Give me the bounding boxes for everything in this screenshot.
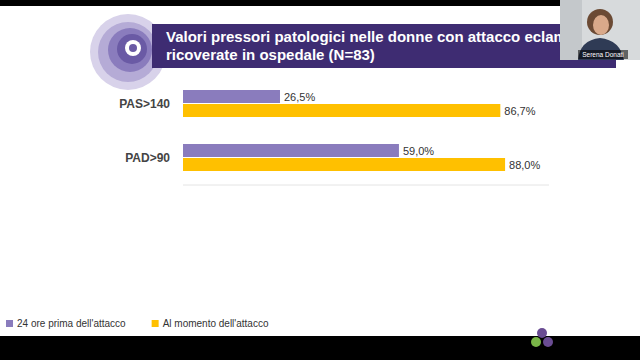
logo-ring <box>117 34 147 64</box>
data-label: 86,7% <box>504 105 535 117</box>
legend-label: Al momento dell'attacco <box>163 318 269 329</box>
frame <box>0 0 640 360</box>
labels: PAS>140 26,5% 86,7% PAD>90 59,0% 88,0% <box>119 91 540 171</box>
bars <box>183 90 505 171</box>
bar <box>183 144 399 157</box>
bar <box>183 90 280 103</box>
bar <box>183 158 505 171</box>
webcam-bg <box>560 0 640 60</box>
speaker-label: Serena Donati <box>582 51 624 58</box>
x-axis-line <box>183 185 549 186</box>
logo-ring <box>98 22 158 82</box>
data-label: 26,5% <box>284 91 315 103</box>
slide: Valori pressori patologici nelle donne c… <box>0 0 640 360</box>
title-band <box>152 24 616 68</box>
speaker-label-bg <box>578 50 628 59</box>
dot <box>531 337 541 347</box>
category-label: PAS>140 <box>119 97 170 111</box>
legend-label: 24 ore prima dell'attacco <box>17 318 126 329</box>
logo-ring <box>108 28 152 72</box>
legend-swatch <box>6 320 13 327</box>
webcam-body <box>578 38 624 60</box>
title-line: ricoverate in ospedale (N=83) <box>166 46 375 63</box>
category-label: PAD>90 <box>125 151 170 165</box>
webcam: Serena Donati <box>560 0 640 60</box>
logo-ring <box>129 44 137 52</box>
dot <box>537 328 547 338</box>
title: Valori pressori patologici nelle donne c… <box>166 28 603 63</box>
title-line: Valori pressori patologici nelle donne c… <box>166 28 603 45</box>
logo-ring <box>125 40 141 56</box>
corner-logo <box>531 328 553 347</box>
data-label: 88,0% <box>509 159 540 171</box>
bar <box>183 104 500 117</box>
dot <box>543 337 553 347</box>
legend-swatch <box>152 320 159 327</box>
legend: 24 ore prima dell'attacco Al momento dell… <box>6 318 269 329</box>
data-label: 59,0% <box>403 145 434 157</box>
slide-bg <box>0 6 640 336</box>
webcam-hair <box>587 9 613 35</box>
webcam-face <box>593 15 609 35</box>
